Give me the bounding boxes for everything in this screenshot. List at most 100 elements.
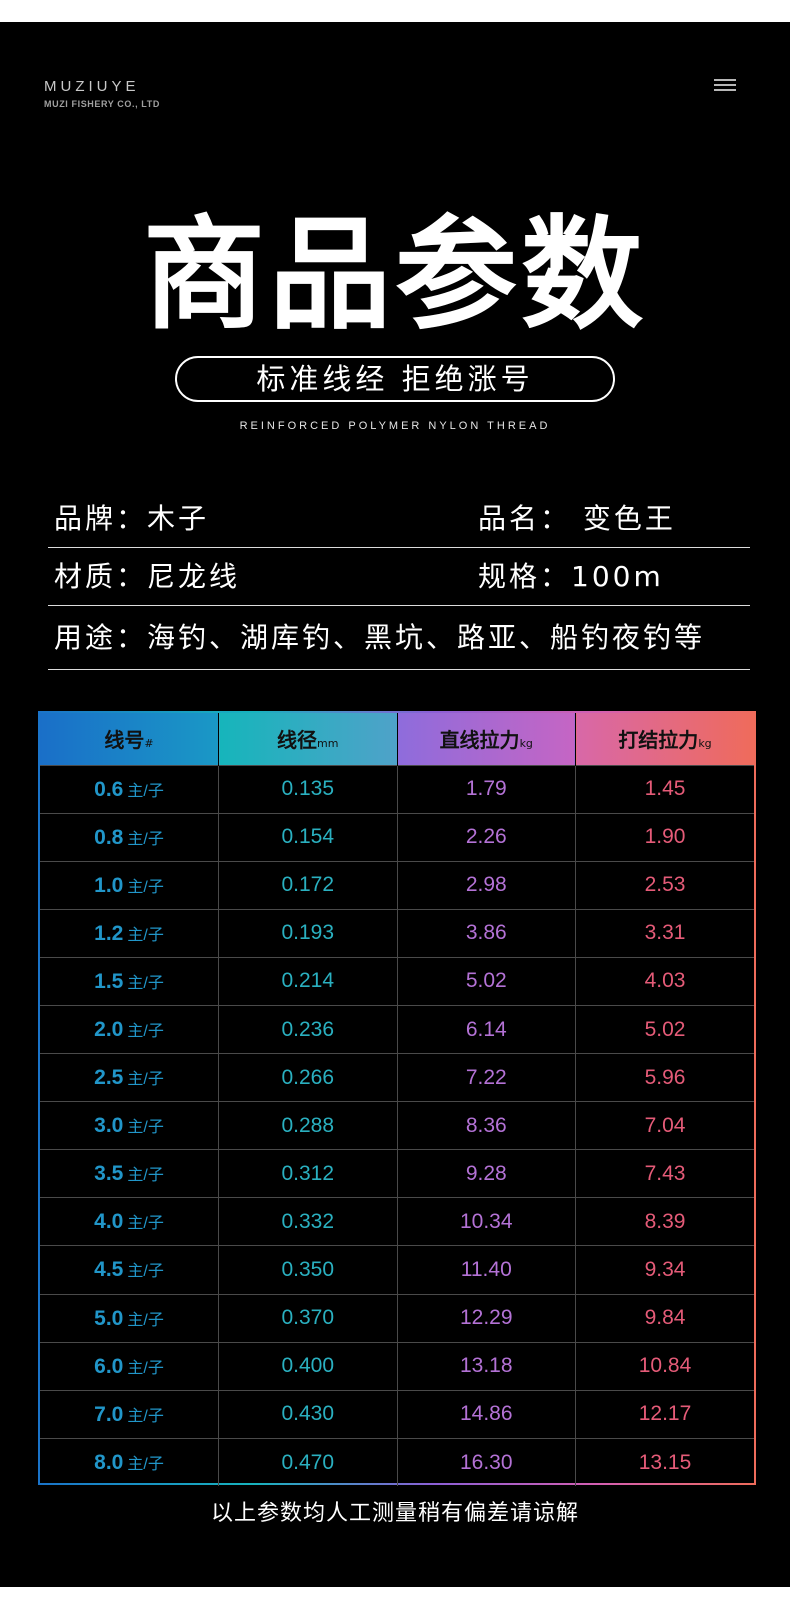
- cell-number: 0.6 主/子: [40, 764, 219, 814]
- cell-diameter: 0.400: [218, 1341, 398, 1391]
- header-line-number: 线号#: [40, 713, 219, 765]
- cell-straight: 9.28: [397, 1149, 576, 1198]
- cell-number: 4.5 主/子: [40, 1245, 219, 1295]
- cell-knot: 1.90: [575, 812, 754, 862]
- table-row: 8.0 主/子 0.470 16.30 13.15: [40, 1437, 754, 1487]
- cell-diameter: 0.288: [218, 1101, 398, 1150]
- hamburger-menu-icon[interactable]: [714, 79, 736, 93]
- cell-knot: 9.84: [575, 1293, 754, 1343]
- params-table: 线号# 线径mm 直线拉力kg 打结拉力kg 0.6 主/子 0.135 1.79 1.…: [40, 713, 754, 1487]
- brand-name: MUZIUYE: [44, 78, 140, 95]
- cell-straight: 14.86: [397, 1389, 576, 1439]
- cell-number: 1.2 主/子: [40, 908, 219, 958]
- cell-straight: 2.26: [397, 812, 576, 862]
- spec-row: 品牌：木子 品名： 变色王: [48, 490, 750, 548]
- table-row: 6.0 主/子 0.400 13.18 10.84: [40, 1341, 754, 1391]
- cell-knot: 5.02: [575, 1004, 754, 1054]
- header-text: 线径: [277, 728, 318, 753]
- header-unit: kg: [519, 737, 533, 751]
- cell-knot: 3.31: [575, 908, 754, 958]
- header-unit: mm: [317, 737, 339, 751]
- cell-diameter: 0.430: [218, 1389, 398, 1439]
- cell-knot: 2.53: [575, 860, 754, 910]
- cell-knot: 7.43: [575, 1149, 754, 1198]
- cell-diameter: 0.193: [218, 908, 398, 958]
- table-row: 2.5 主/子 0.266 7.22 5.96: [40, 1053, 754, 1102]
- cell-diameter: 0.332: [218, 1197, 398, 1246]
- cell-knot: 7.04: [575, 1101, 754, 1150]
- cell-diameter: 0.350: [218, 1245, 398, 1295]
- spec-usage: 用途：海钓、湖库钓、黑坑、路亚、船钓夜钓等: [54, 621, 706, 654]
- cell-straight: 10.34: [397, 1197, 576, 1246]
- cell-knot: 12.17: [575, 1389, 754, 1439]
- cell-straight: 6.14: [397, 1004, 576, 1054]
- params-table-container: 线号# 线径mm 直线拉力kg 打结拉力kg 0.6 主/子 0.135 1.79 1.…: [40, 713, 754, 1487]
- cell-knot: 8.39: [575, 1197, 754, 1246]
- header-straight-tension: 直线拉力kg: [397, 713, 576, 765]
- cell-diameter: 0.470: [218, 1437, 398, 1487]
- cell-number: 0.8 主/子: [40, 812, 219, 862]
- english-subtitle: REINFORCED POLYMER NYLON THREAD: [239, 420, 551, 432]
- cell-knot: 10.84: [575, 1341, 754, 1391]
- cell-straight: 3.86: [397, 908, 576, 958]
- cell-number: 8.0 主/子: [40, 1437, 219, 1487]
- header-text: 打结拉力: [618, 728, 699, 753]
- cell-number: 7.0 主/子: [40, 1389, 219, 1439]
- cell-straight: 11.40: [397, 1245, 576, 1295]
- table-header-row: 线号# 线径mm 直线拉力kg 打结拉力kg: [40, 713, 754, 765]
- spec-row: 材质：尼龙线 规格：100m: [48, 548, 750, 606]
- cell-number: 2.0 主/子: [40, 1004, 219, 1054]
- cell-knot: 9.34: [575, 1245, 754, 1295]
- slogan-pill: 标准线经 拒绝涨号: [175, 356, 615, 402]
- cell-straight: 12.29: [397, 1293, 576, 1343]
- cell-knot: 1.45: [575, 764, 754, 814]
- cell-diameter: 0.236: [218, 1004, 398, 1054]
- spec-brand: 品牌：木子: [54, 502, 210, 535]
- cell-straight: 7.22: [397, 1053, 576, 1102]
- table-body: 0.6 主/子 0.135 1.79 1.45 0.8 主/子 0.154 2.26 1.90 …: [40, 764, 754, 1487]
- cell-diameter: 0.214: [218, 956, 398, 1006]
- spec-material: 材质：尼龙线: [54, 560, 241, 593]
- header-unit: #: [144, 737, 154, 751]
- header-text: 线号: [104, 728, 145, 753]
- table-row: 4.5 主/子 0.350 11.40 9.34: [40, 1245, 754, 1295]
- brand-logo: MUZIUYE MUZI FISHERY CO., LTD: [44, 78, 160, 109]
- cell-number: 4.0 主/子: [40, 1197, 219, 1246]
- cell-number: 2.5 主/子: [40, 1053, 219, 1102]
- product-params-page: MUZIUYE MUZI FISHERY CO., LTD 商品参数 标准线经 …: [0, 22, 790, 1587]
- cell-diameter: 0.172: [218, 860, 398, 910]
- cell-knot: 5.96: [575, 1053, 754, 1102]
- cell-diameter: 0.370: [218, 1293, 398, 1343]
- params-table-frame: 线号# 线径mm 直线拉力kg 打结拉力kg 0.6 主/子 0.135 1.79 1.…: [38, 711, 756, 1487]
- disclaimer-note: 以上参数均人工测量稍有偏差请谅解: [210, 1501, 579, 1526]
- table-row: 4.0 主/子 0.332 10.34 8.39: [40, 1197, 754, 1246]
- cell-straight: 1.79: [397, 764, 576, 814]
- table-row: 3.0 主/子 0.288 8.36 7.04: [40, 1101, 754, 1150]
- cell-diameter: 0.312: [218, 1149, 398, 1198]
- spec-row: 用途：海钓、湖库钓、黑坑、路亚、船钓夜钓等: [48, 606, 750, 670]
- table-row: 1.0 主/子 0.172 2.98 2.53: [40, 860, 754, 910]
- table-row: 0.6 主/子 0.135 1.79 1.45: [40, 764, 754, 814]
- cell-number: 6.0 主/子: [40, 1341, 219, 1391]
- header-unit: kg: [698, 737, 712, 751]
- table-row: 0.8 主/子 0.154 2.26 1.90: [40, 812, 754, 862]
- cell-straight: 5.02: [397, 956, 576, 1006]
- table-row: 1.2 主/子 0.193 3.86 3.31: [40, 908, 754, 958]
- cell-knot: 13.15: [575, 1437, 754, 1487]
- page-title: 商品参数: [143, 204, 647, 346]
- brand-subtitle: MUZI FISHERY CO., LTD: [44, 99, 160, 109]
- spec-product-name: 品名： 变色王: [478, 502, 676, 535]
- cell-straight: 16.30: [397, 1437, 576, 1487]
- cell-diameter: 0.266: [218, 1053, 398, 1102]
- cell-straight: 8.36: [397, 1101, 576, 1150]
- table-row: 1.5 主/子 0.214 5.02 4.03: [40, 956, 754, 1006]
- cell-number: 1.0 主/子: [40, 860, 219, 910]
- table-row: 3.5 主/子 0.312 9.28 7.43: [40, 1149, 754, 1198]
- cell-knot: 4.03: [575, 956, 754, 1006]
- cell-straight: 2.98: [397, 860, 576, 910]
- cell-number: 1.5 主/子: [40, 956, 219, 1006]
- cell-diameter: 0.154: [218, 812, 398, 862]
- cell-diameter: 0.135: [218, 764, 398, 814]
- header-diameter: 线径mm: [218, 713, 398, 765]
- cell-number: 3.5 主/子: [40, 1149, 219, 1198]
